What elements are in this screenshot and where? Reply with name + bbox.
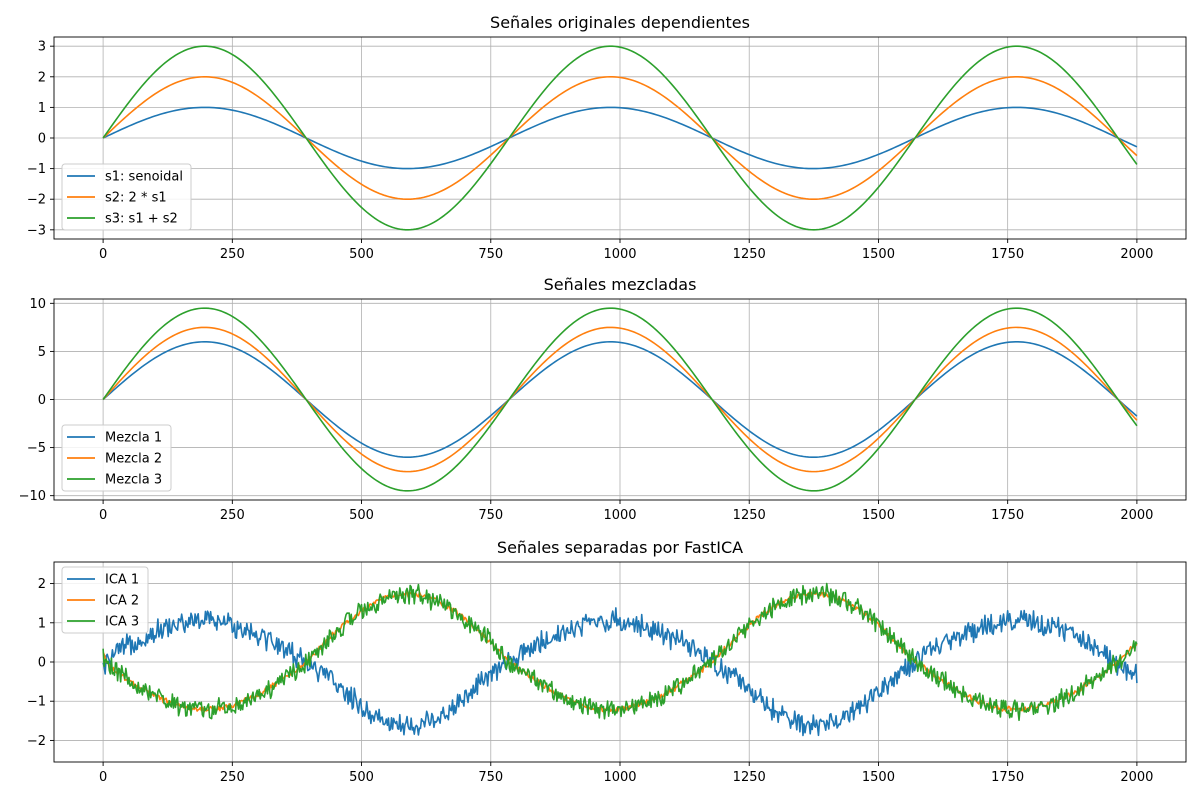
x-tick-label: 500 <box>349 247 374 262</box>
x-tick-label: 1250 <box>733 508 766 523</box>
legend-label: ICA 1 <box>105 573 139 588</box>
y-tick-label: 0 <box>38 132 46 147</box>
y-tick-label: −1 <box>27 162 46 177</box>
series-line-2 <box>102 326 1138 473</box>
x-tick-label: 500 <box>349 770 374 785</box>
x-tick-label: 1750 <box>991 770 1024 785</box>
x-tick-label: 750 <box>478 247 503 262</box>
chart-panel-1: 0 250 500 750 1000 1250 1500 1750 2000 −3 −2 −1 0 1 2 3… <box>27 13 1187 262</box>
y-tick-label: −2 <box>27 193 46 208</box>
y-tick-label: 0 <box>38 656 46 671</box>
x-tick-label: 1500 <box>862 770 895 785</box>
y-tick-label: 1 <box>38 101 46 116</box>
y-tick-label: 10 <box>29 297 46 312</box>
x-tick-label: 1750 <box>991 247 1024 262</box>
x-tick-label: 1500 <box>862 247 895 262</box>
series-line-3 <box>102 307 1138 492</box>
series-line-1 <box>102 607 1138 737</box>
chart-panel-2: 0 250 500 750 1000 1250 1500 1750 2000 −10 −5 0 5 10 S… <box>19 275 1187 523</box>
legend-label: Mezcla 2 <box>105 452 162 467</box>
x-tick-label: 0 <box>99 508 107 523</box>
legend-label: ICA 2 <box>105 594 139 609</box>
x-tick-label: 1500 <box>862 508 895 523</box>
legend-label: s2: 2 * s1 <box>105 191 167 206</box>
x-tick-label: 2000 <box>1120 770 1153 785</box>
chart-title: Señales mezcladas <box>544 275 697 294</box>
y-tick-label: 1 <box>38 616 46 631</box>
y-tick-label: 3 <box>38 40 46 55</box>
y-tick-label: 0 <box>38 393 46 408</box>
x-tick-label: 500 <box>349 508 374 523</box>
x-tick-label: 0 <box>99 247 107 262</box>
series-line-1 <box>102 106 1138 170</box>
y-tick-label: −3 <box>27 223 46 238</box>
legend-label: ICA 3 <box>105 615 139 630</box>
x-tick-label: 1750 <box>991 508 1024 523</box>
x-tick-label: 1250 <box>733 770 766 785</box>
x-tick-label: 250 <box>220 247 245 262</box>
x-tick-label: 250 <box>220 770 245 785</box>
legend <box>61 566 149 634</box>
legend-label: Mezcla 1 <box>105 431 162 446</box>
chart-panel-3: 0 250 500 750 1000 1250 1500 1750 2000 −2 −1 0 1 2 Señ… <box>27 538 1187 785</box>
series-line-3 <box>102 45 1138 231</box>
legend-label: Mezcla 3 <box>105 473 162 488</box>
y-tick-label: 2 <box>38 70 46 85</box>
x-tick-label: 250 <box>220 508 245 523</box>
y-tick-label: 5 <box>38 345 46 360</box>
x-tick-label: 1250 <box>733 247 766 262</box>
x-tick-label: 2000 <box>1120 247 1153 262</box>
legend <box>61 163 192 231</box>
x-tick-label: 2000 <box>1120 508 1153 523</box>
legend-label: s3: s1 + s2 <box>105 212 178 227</box>
x-tick-label: 1000 <box>603 770 636 785</box>
x-tick-label: 750 <box>478 508 503 523</box>
legend-label: s1: senoidal <box>105 170 183 185</box>
x-tick-label: 1000 <box>603 508 636 523</box>
y-tick-label: 2 <box>38 577 46 592</box>
y-tick-label: −2 <box>27 734 46 749</box>
legend <box>61 424 172 492</box>
series-line-2 <box>102 75 1138 201</box>
chart-title: Señales separadas por FastICA <box>497 538 743 557</box>
series-line-1 <box>102 340 1138 459</box>
x-tick-label: 750 <box>478 770 503 785</box>
y-tick-label: −5 <box>27 441 46 456</box>
series-line-3 <box>102 582 1138 722</box>
y-tick-label: −1 <box>27 695 46 710</box>
x-tick-label: 1000 <box>603 247 636 262</box>
y-tick-label: −10 <box>19 489 46 504</box>
chart-title: Señales originales dependientes <box>490 13 750 32</box>
x-tick-label: 0 <box>99 770 107 785</box>
